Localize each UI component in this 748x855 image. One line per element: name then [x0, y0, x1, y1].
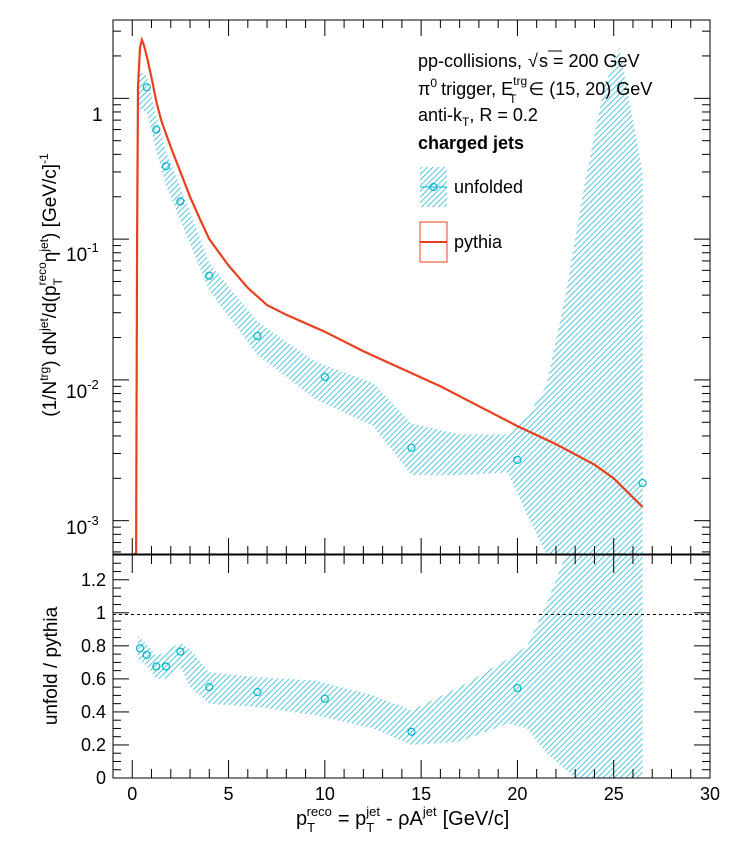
- ytick-label-0.6: 0.6: [81, 669, 106, 689]
- unfolded-point-7: [407, 443, 416, 452]
- xtick-label-10: 10: [315, 784, 335, 804]
- annotation-trigger: π0 trigger, Etrg T ∈ (15, 20) GeV: [418, 74, 652, 106]
- ratio-point-5: [205, 683, 214, 692]
- ratio-point-6: [253, 688, 262, 697]
- ratio-point-0: [135, 644, 145, 653]
- xtick-label-20: 20: [507, 784, 527, 804]
- ratio-point-7: [320, 694, 329, 703]
- ytick-label-1: 1: [96, 603, 106, 623]
- xtick-label-25: 25: [604, 784, 624, 804]
- ratio-point-3: [161, 662, 171, 671]
- top-panel: 10-3 10-2 10-1 1 (1/Ntrg) dNjet/d(pTreco…: [35, 19, 711, 555]
- xtick-label-15: 15: [411, 784, 431, 804]
- annotation-collisions: pp-collisions, √s = 200 GeV: [418, 51, 640, 71]
- ytick-label-1e-2: 10-2: [66, 377, 99, 403]
- top-plot-frame: [112, 19, 711, 555]
- ytick-label-1: 1: [92, 105, 103, 126]
- ratio-point-1: [142, 650, 151, 660]
- ytick-label-0.4: 0.4: [81, 702, 106, 722]
- bottom-panel: 0 5 10 15 20 25 30 0 0.2 0.4 0.6 0.8 1 1.2 unfold / p…: [41, 554, 720, 835]
- bottom-plot-frame: [112, 554, 711, 779]
- ytick-label-0: 0: [96, 768, 106, 788]
- bottom-y-axis-title: unfold / pythia: [41, 606, 62, 725]
- unfolded-point-4: [205, 271, 214, 280]
- ytick-label-1.2: 1.2: [81, 570, 106, 590]
- pythia-line: [134, 36, 644, 554]
- xtick-label-5: 5: [224, 784, 234, 804]
- ratio-uncertainty-band: [138, 555, 643, 778]
- annotation-algorithm: anti-kT, R = 0.2: [418, 105, 538, 129]
- unfolded-point-5: [253, 331, 262, 341]
- ytick-label-0.2: 0.2: [81, 735, 106, 755]
- unfolded-point-8: [513, 455, 522, 465]
- ratio-point-9: [513, 683, 522, 693]
- ratio-point-8: [407, 727, 416, 736]
- xtick-label-0: 0: [127, 784, 137, 804]
- ytick-label-1e-3: 10-3: [66, 513, 99, 539]
- unfolded-point-9: [638, 478, 647, 488]
- legend: unfolded pythia: [419, 167, 523, 263]
- unfolded-point-3: [176, 197, 185, 206]
- unfolded-point-1: [152, 125, 161, 134]
- unfolded-point-0: [142, 83, 151, 92]
- x-axis-title: pTreco = pTjet - ρAjet [GeV/c]: [296, 804, 509, 835]
- legend-pythia-label: pythia: [454, 232, 503, 252]
- legend-unfolded-marker: [429, 182, 438, 192]
- legend-unfolded-label: unfolded: [454, 177, 523, 197]
- xtick-label-30: 30: [700, 784, 720, 804]
- ratio-point-4: [176, 647, 185, 656]
- unfolded-point-6: [320, 372, 329, 382]
- annotation-charged-jets: charged jets: [418, 133, 524, 153]
- top-y-axis-title: (1/Ntrg) dNjet/d(pTrecoηjet) [GeV/c]-1: [35, 153, 65, 417]
- ytick-label-1e-1: 10-1: [66, 240, 99, 266]
- ratio-point-2: [152, 662, 161, 671]
- ytick-label-0.8: 0.8: [81, 636, 106, 656]
- unfolded-uncertainty-band: [138, 47, 643, 554]
- unfolded-point-2: [161, 162, 171, 171]
